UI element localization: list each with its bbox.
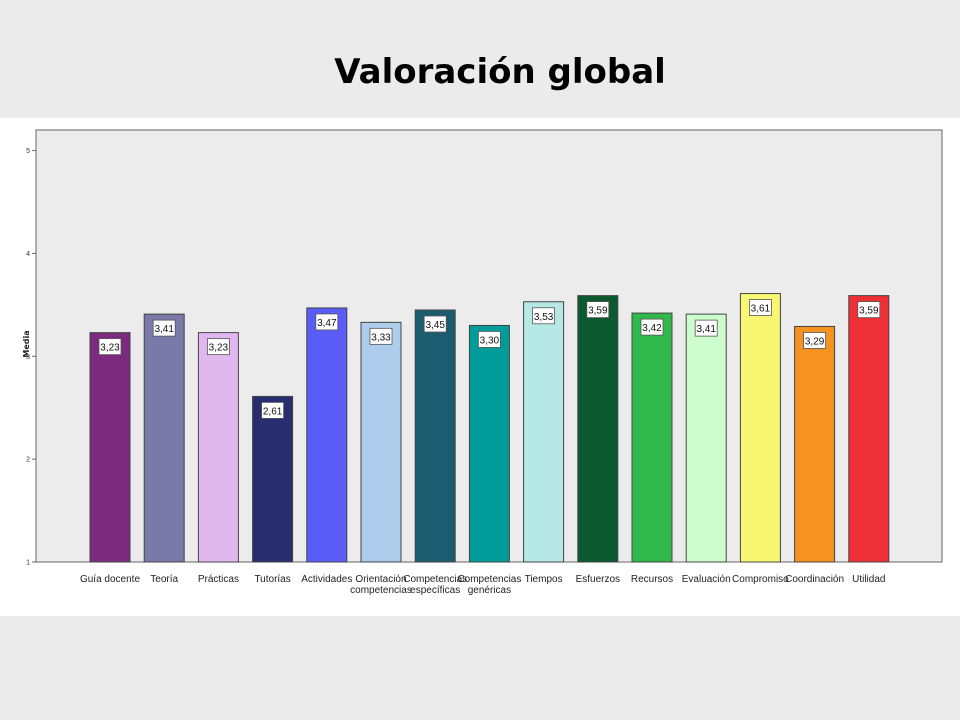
bar bbox=[848, 295, 890, 563]
x-category-label: Orientación competencias bbox=[350, 574, 412, 596]
value-label-box bbox=[315, 313, 339, 331]
value-label-text: 3,53 bbox=[534, 312, 554, 323]
value-label-box bbox=[694, 319, 718, 337]
value-label-text: 3,59 bbox=[588, 306, 608, 317]
value-label-text: 3,47 bbox=[317, 318, 337, 329]
value-label-text: 3,61 bbox=[751, 304, 771, 315]
value-label: 3,59 bbox=[857, 301, 881, 319]
value-label: 3,42 bbox=[640, 318, 664, 336]
value-label-text: 3,41 bbox=[154, 324, 174, 335]
bar bbox=[577, 295, 619, 563]
value-label: 3,59 bbox=[586, 301, 610, 319]
value-label-box bbox=[477, 331, 501, 348]
value-label-box bbox=[423, 315, 447, 333]
value-label-text: 2,61 bbox=[263, 406, 283, 417]
bar bbox=[794, 325, 836, 563]
y-axis-label: Media bbox=[22, 330, 31, 357]
bar bbox=[685, 313, 727, 563]
bar-chart: Media 1 2 3 4 5 3,23 3,41 3,23 2,61 3,47 3,33 3,45… bbox=[22, 129, 943, 596]
x-category-label: Teoría bbox=[150, 574, 178, 585]
x-category-label: Esfuerzos bbox=[576, 574, 620, 585]
value-label: 3,53 bbox=[532, 307, 555, 325]
bar bbox=[197, 332, 239, 563]
value-label-box bbox=[261, 401, 285, 419]
value-label: 3,45 bbox=[423, 315, 447, 333]
value-label: 3,41 bbox=[152, 319, 176, 337]
bar bbox=[523, 301, 565, 563]
value-label-box bbox=[369, 327, 393, 345]
x-category-label: Coordinación bbox=[785, 574, 844, 585]
value-label-text: 3,59 bbox=[859, 306, 879, 317]
x-category-label: Tiempos bbox=[525, 574, 563, 585]
y-tick-label: 1 bbox=[26, 560, 30, 567]
value-label-box bbox=[857, 301, 881, 319]
bar bbox=[739, 293, 781, 563]
x-category-label: Competencias específicas bbox=[403, 574, 467, 596]
bar bbox=[252, 395, 294, 563]
bar bbox=[143, 313, 185, 563]
x-category-label: Compromiso bbox=[732, 574, 789, 585]
bar bbox=[89, 332, 131, 563]
x-category-label: Prácticas bbox=[198, 574, 239, 585]
value-label-box bbox=[640, 318, 664, 336]
x-category-label: Guía docente bbox=[80, 574, 140, 585]
value-label-box bbox=[532, 307, 555, 325]
x-category-label: Tutorías bbox=[254, 574, 290, 585]
category-labels: Guía docente Teoría Prácticas Tutorías Activ… bbox=[80, 574, 886, 596]
value-label: 3,61 bbox=[749, 299, 772, 316]
value-label: 3,29 bbox=[803, 332, 826, 349]
x-category-label: Evaluación bbox=[682, 574, 731, 585]
value-labels: 3,23 3,41 3,23 2,61 3,47 3,33 3,45 3,30 3,53 3,59… bbox=[98, 299, 881, 419]
value-label-text: 3,41 bbox=[696, 324, 716, 335]
bar bbox=[631, 312, 673, 563]
x-category-label: Competencias genéricas bbox=[457, 574, 521, 596]
slide-title: Valoración global bbox=[334, 52, 666, 92]
x-category-label: Actividades bbox=[301, 574, 352, 585]
y-tick-label: 3 bbox=[26, 354, 30, 361]
value-label-text: 3,45 bbox=[425, 320, 445, 331]
y-tick-label: 4 bbox=[26, 251, 30, 258]
value-label-text: 3,23 bbox=[100, 343, 120, 354]
value-label-text: 3,33 bbox=[371, 332, 391, 343]
y-tick-label: 2 bbox=[26, 457, 30, 464]
value-label-text: 3,42 bbox=[642, 323, 662, 334]
value-label: 3,23 bbox=[206, 338, 230, 356]
chart-panel: Media 1 2 3 4 5 3,23 3,41 3,23 2,61 3,47 3,33 3,45… bbox=[0, 118, 960, 616]
value-label: 3,30 bbox=[477, 331, 501, 348]
value-label-box bbox=[749, 299, 772, 316]
bars bbox=[89, 293, 890, 563]
bar bbox=[468, 324, 510, 563]
bar bbox=[360, 321, 402, 563]
bar bbox=[414, 309, 456, 563]
value-label-text: 3,23 bbox=[209, 343, 229, 354]
value-label: 3,41 bbox=[694, 319, 718, 337]
value-label-box bbox=[98, 338, 122, 356]
value-label-text: 3,29 bbox=[805, 336, 825, 347]
value-label: 3,47 bbox=[315, 313, 339, 331]
value-label: 3,23 bbox=[98, 338, 122, 356]
value-label-box bbox=[803, 332, 826, 349]
bar bbox=[306, 307, 348, 563]
value-label-box bbox=[586, 301, 610, 319]
value-label-box bbox=[206, 338, 230, 356]
x-category-label: Utilidad bbox=[852, 574, 885, 585]
y-ticks: 1 2 3 4 5 bbox=[26, 148, 36, 567]
y-tick-label: 5 bbox=[26, 148, 30, 155]
value-label: 2,61 bbox=[261, 401, 285, 419]
x-category-label: Recursos bbox=[631, 574, 673, 585]
value-label-text: 3,30 bbox=[480, 335, 500, 346]
value-label: 3,33 bbox=[369, 327, 393, 345]
value-label-box bbox=[152, 319, 176, 337]
